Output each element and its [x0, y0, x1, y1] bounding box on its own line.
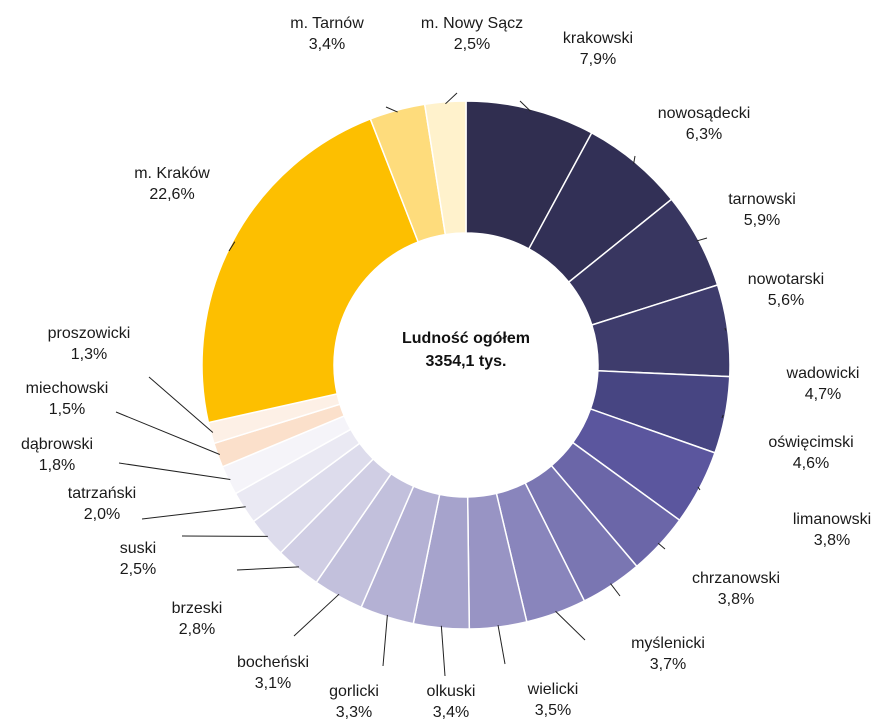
label-name-tatrzanski: tatrzański	[68, 485, 136, 502]
label-name-suski: suski	[120, 540, 156, 557]
slice-m-krakow	[201, 117, 420, 424]
label-name-m-tarnow: m. Tarnów	[290, 15, 364, 32]
label-value-dabrowski: 1,8%	[39, 457, 75, 474]
label-value-wadowicki: 4,7%	[805, 386, 841, 403]
label-name-m-nowy-sacz: m. Nowy Sącz	[421, 15, 523, 32]
label-name-wielicki: wielicki	[527, 681, 579, 698]
label-name-bochenski: bocheński	[237, 654, 309, 671]
label-name-chrzanowski: chrzanowski	[692, 570, 780, 587]
label-value-myslenicki: 3,7%	[650, 656, 686, 673]
label-name-olkuski: olkuski	[427, 683, 476, 700]
leader-gorlicki	[382, 614, 388, 667]
donut-slices	[201, 100, 731, 630]
leader-tatrzanski	[141, 506, 246, 520]
label-name-oswiecimski: oświęcimski	[768, 434, 853, 451]
label-value-limanowski: 3,8%	[814, 532, 850, 549]
leader-chrzanowski	[610, 583, 621, 597]
label-value-oswiecimski: 4,6%	[793, 455, 829, 472]
label-name-gorlicki: gorlicki	[329, 683, 379, 700]
leader-nowosadecki	[633, 155, 636, 164]
leader-miechowski	[115, 411, 220, 455]
leader-bochenski	[293, 593, 340, 637]
label-name-brzeski: brzeski	[172, 600, 223, 617]
label-value-proszowicki: 1,3%	[71, 346, 107, 363]
label-name-m-krakow: m. Kraków	[134, 165, 210, 182]
leader-krakowski	[519, 100, 531, 112]
label-name-proszowicki: proszowicki	[48, 325, 131, 342]
center-label-line-1: Ludność ogółem	[402, 330, 530, 347]
leader-tarnowski	[696, 237, 708, 242]
label-value-tarnowski: 5,9%	[744, 212, 780, 229]
label-value-m-krakow: 22,6%	[149, 186, 194, 203]
slice-labels: krakowski 7,9% nowosądecki 6,3% tarnowski 5,9…	[21, 15, 871, 720]
label-value-wielicki: 3,5%	[535, 702, 571, 719]
label-name-tarnowski: tarnowski	[728, 191, 796, 208]
leader-brzeski	[236, 566, 300, 571]
label-name-myslenicki: myślenicki	[631, 635, 705, 652]
leader-m-nowy-sacz	[445, 92, 458, 105]
leader-limanowski	[657, 542, 666, 550]
label-name-wadowicki: wadowicki	[786, 365, 860, 382]
slice-m-nowy-sacz	[423, 100, 467, 236]
leader-proszowicki	[148, 376, 214, 433]
label-value-bochenski: 3,1%	[255, 675, 291, 692]
leader-dabrowski	[118, 462, 231, 481]
label-name-nowotarski: nowotarski	[748, 271, 824, 288]
label-value-gorlicki: 3,3%	[336, 704, 372, 720]
leader-myslenicki	[555, 610, 586, 641]
leader-lines	[115, 92, 727, 677]
label-name-dabrowski: dąbrowski	[21, 436, 93, 453]
label-value-m-tarnow: 3,4%	[309, 36, 345, 53]
label-name-miechowski: miechowski	[26, 380, 109, 397]
label-name-nowosadecki: nowosądecki	[658, 105, 751, 122]
leader-m-krakow	[228, 241, 236, 252]
label-value-chrzanowski: 3,8%	[718, 591, 754, 608]
label-name-limanowski: limanowski	[793, 511, 871, 528]
label-name-krakowski: krakowski	[563, 30, 633, 47]
center-label-line-2: 3354,1 tys.	[426, 353, 507, 370]
label-value-nowotarski: 5,6%	[768, 292, 804, 309]
leader-wielicki	[497, 624, 506, 665]
leader-oswiecimski	[697, 486, 701, 491]
leader-olkuski	[440, 625, 446, 677]
label-value-olkuski: 3,4%	[433, 704, 469, 720]
label-value-krakowski: 7,9%	[580, 51, 616, 68]
label-value-tatrzanski: 2,0%	[84, 506, 120, 523]
leader-nowotarski	[724, 327, 727, 331]
leader-m-tarnow	[385, 106, 398, 113]
label-value-miechowski: 1,5%	[49, 401, 85, 418]
label-value-suski: 2,5%	[120, 561, 156, 578]
leader-wadowicki	[721, 414, 724, 419]
label-value-nowosadecki: 6,3%	[686, 126, 722, 143]
label-value-m-nowy-sacz: 2,5%	[454, 36, 490, 53]
label-value-brzeski: 2,8%	[179, 621, 215, 638]
